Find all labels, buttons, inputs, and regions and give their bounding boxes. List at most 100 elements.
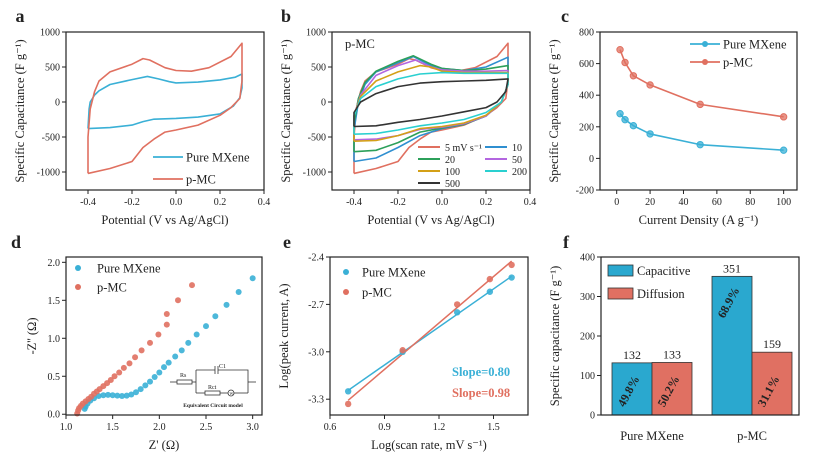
y-tick-label: -500: [308, 133, 326, 144]
data-point: [616, 109, 624, 118]
bar-value-label: 133: [663, 347, 681, 361]
data-point: [100, 392, 107, 399]
data-point: [486, 288, 494, 295]
panel-b: b 1000 500 0 -500 -1000 -0.4 -0.2 0.0 0.2 0.4 Poten…: [279, 6, 536, 227]
x-tick-label: 0.2: [214, 197, 227, 208]
data-point: [147, 339, 153, 346]
y-tick-label: -200: [576, 186, 594, 197]
data-point: [165, 359, 172, 366]
resistor-rct: [204, 390, 221, 396]
x-tick-label: 2.5: [200, 422, 213, 433]
x-tick-label: 0.6: [324, 422, 337, 433]
x-tick-label: -0.4: [346, 197, 362, 208]
plot-frame: [331, 31, 531, 191]
data-point: [779, 146, 788, 154]
wire: [218, 369, 249, 393]
bar-value-label: 159: [763, 337, 781, 351]
bar-value-label: 351: [723, 261, 741, 275]
x-tick-label: 1.2: [433, 422, 446, 433]
legend-marker: [343, 289, 349, 295]
data-point: [344, 400, 352, 408]
data-point: [123, 392, 130, 399]
resistor-rs: [176, 379, 193, 385]
y-tick-label: -2.7: [308, 300, 324, 311]
x-tick-label: 2.0: [153, 422, 166, 433]
slope-annotation: Slope=0.80: [452, 365, 510, 379]
y-tick-label: 800: [579, 28, 594, 39]
x-tick-label: 3.0: [246, 422, 259, 433]
data-point: [138, 347, 145, 354]
data-point: [172, 353, 179, 360]
data-point: [111, 373, 118, 380]
data-point: [696, 140, 704, 149]
plot-frame: [599, 31, 798, 191]
data-point: [223, 301, 230, 308]
legend-marker: [75, 284, 81, 290]
x-tick-label: 40: [678, 197, 688, 208]
y-tick-label: -2.4: [308, 253, 324, 264]
category-label: Pure MXene: [620, 429, 684, 443]
data-point: [126, 360, 133, 367]
y-tick-label: 0: [590, 411, 595, 422]
data-point: [132, 354, 139, 361]
legend-label: Capacitive: [637, 264, 691, 278]
x-tick-label: 0.0: [436, 197, 449, 208]
data-point: [185, 339, 192, 346]
data-point: [114, 392, 121, 399]
x-tick-label: 0.9: [378, 422, 391, 433]
y-tick-label: -3.3: [308, 395, 324, 406]
legend-label: Pure MXene: [186, 151, 250, 165]
y-axis-label: Specific Capacitance (F g⁻¹): [547, 39, 561, 182]
data-point: [178, 347, 185, 354]
y-axis-label: Specific Capacitance (F g⁻¹): [13, 39, 27, 182]
data-point: [161, 364, 167, 371]
data-point: [193, 331, 200, 338]
legend-label: 20: [445, 155, 455, 166]
y-tick-label: -1000: [303, 168, 326, 179]
circuit-label: Rs: [180, 373, 187, 379]
x-tick-label: -0.2: [124, 197, 140, 208]
data-point: [163, 321, 170, 328]
y-tick-label: -1000: [37, 168, 60, 179]
legend-swatch: [607, 287, 634, 300]
y-tick-label: 1000: [306, 28, 326, 39]
data-point: [163, 310, 170, 317]
data-point: [508, 261, 515, 269]
bar-capacitive: [711, 275, 753, 416]
data-point: [646, 81, 654, 89]
data-point: [621, 58, 629, 67]
data-point: [189, 282, 195, 289]
data-point: [137, 386, 144, 393]
x-tick-label: 1.5: [106, 422, 119, 433]
data-point: [235, 288, 242, 295]
x-tick-label: 80: [745, 197, 755, 208]
data-point: [249, 275, 256, 282]
legend-label: 5 mV s⁻¹: [445, 143, 482, 154]
bar-value-label: 132: [623, 348, 641, 362]
y-tick-label: 300: [580, 292, 595, 303]
y-tick-label: 1.0: [48, 334, 61, 345]
bar-diffusion: [651, 362, 693, 416]
panel-letter: e: [283, 232, 291, 252]
legend-label: Pure MXene: [97, 262, 161, 276]
legend-marker: [702, 41, 708, 47]
y-axis-label: Specific Capacitance (F g⁻¹): [279, 39, 293, 182]
data-point: [155, 331, 162, 338]
legend-label: 100: [445, 167, 460, 178]
panel-letter: d: [11, 232, 21, 252]
series-line: [353, 78, 509, 128]
data-point: [156, 369, 163, 376]
data-point: [621, 115, 629, 124]
series-line: [87, 42, 243, 175]
circuit-label: W: [230, 391, 234, 396]
data-point: [629, 72, 638, 80]
legend-label: 200: [512, 167, 527, 178]
x-axis-label: Z' (Ω): [149, 438, 180, 452]
panel-a: a 1000 500 0 -500 -1000 -0.4 -0.2 0.0 0.2 0.4 Poten…: [13, 6, 270, 227]
y-tick-label: 600: [579, 59, 594, 70]
legend-label: 50: [512, 155, 522, 166]
series-line: [353, 55, 509, 153]
data-point: [399, 347, 406, 354]
